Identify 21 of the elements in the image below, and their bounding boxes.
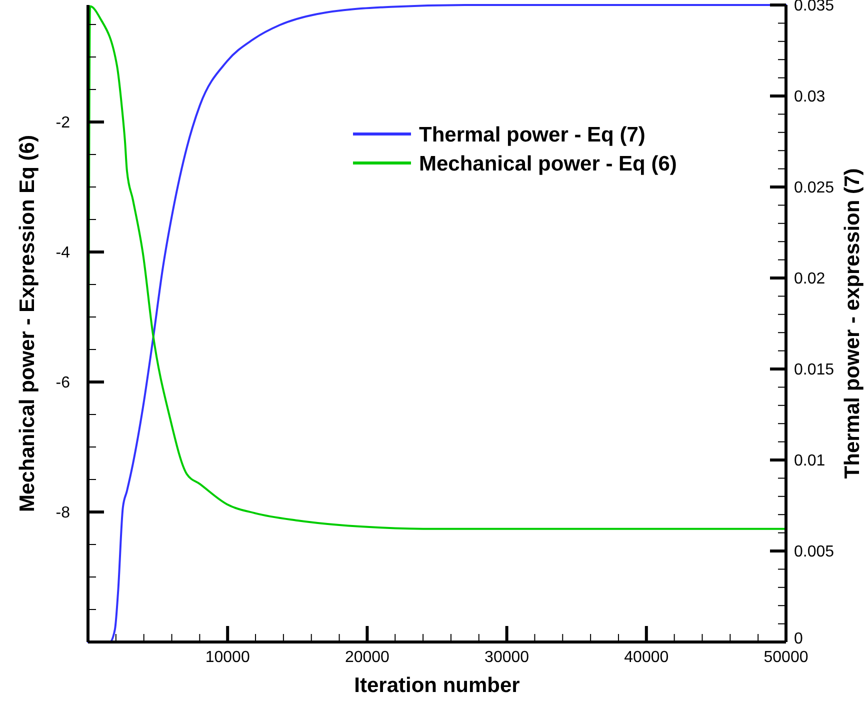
y2-tick-label: 0.01 bbox=[794, 452, 826, 470]
y-tick-label: -8 bbox=[56, 504, 70, 522]
x-axis-title: Iteration number bbox=[354, 674, 520, 697]
y2-tick-label: 0.005 bbox=[794, 544, 834, 561]
legend-label: Thermal power - Eq (7) bbox=[419, 123, 646, 146]
y2-tick-label: 0 bbox=[794, 630, 803, 648]
x-tick-label: 30000 bbox=[484, 649, 530, 666]
y-tick-label: -6 bbox=[56, 374, 70, 392]
y-tick-label: -4 bbox=[56, 244, 70, 262]
y2-tick-label: 0.025 bbox=[794, 180, 834, 197]
y2-tick-label: 0.03 bbox=[794, 88, 826, 106]
x-tick-label: 40000 bbox=[624, 649, 669, 666]
y2-tick-label: 0.015 bbox=[794, 362, 834, 379]
y-tick-label: -2 bbox=[56, 114, 70, 132]
y-axis-title: Mechanical power - Expression Eq (6) bbox=[16, 135, 39, 512]
x-tick-label: 50000 bbox=[764, 649, 808, 666]
y2-axis-title: Thermal power - expression (7) bbox=[841, 168, 864, 479]
x-tick-label: 20000 bbox=[344, 649, 390, 666]
x-tick-label: 10000 bbox=[205, 649, 250, 666]
y2-tick-label: 0.02 bbox=[794, 270, 826, 288]
legend-label: Mechanical power - Eq (6) bbox=[419, 152, 677, 176]
